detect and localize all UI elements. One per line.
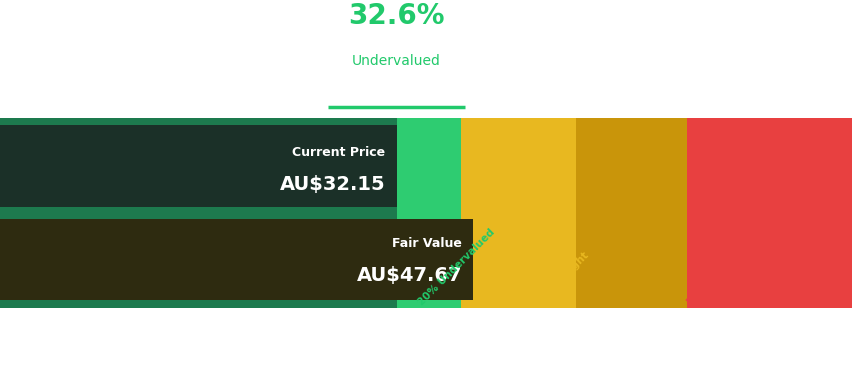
Bar (0, 118, 396, 308)
Bar (575, 118, 686, 308)
Text: Fair Value: Fair Value (392, 237, 462, 250)
Bar (396, 118, 460, 308)
Bar (0, 218, 473, 300)
Text: Undervalued: Undervalued (352, 54, 440, 68)
Text: 20% Overvalued: 20% Overvalued (685, 233, 760, 307)
Bar (0, 125, 396, 207)
Text: 20% Undervalued: 20% Undervalued (416, 227, 496, 307)
Text: About Right: About Right (533, 250, 590, 307)
Bar (686, 118, 852, 308)
Text: 32.6%: 32.6% (348, 2, 445, 30)
Text: AU$47.67: AU$47.67 (356, 266, 462, 285)
Bar (460, 118, 575, 308)
Text: AU$32.15: AU$32.15 (279, 175, 385, 194)
Text: Current Price: Current Price (292, 146, 385, 158)
